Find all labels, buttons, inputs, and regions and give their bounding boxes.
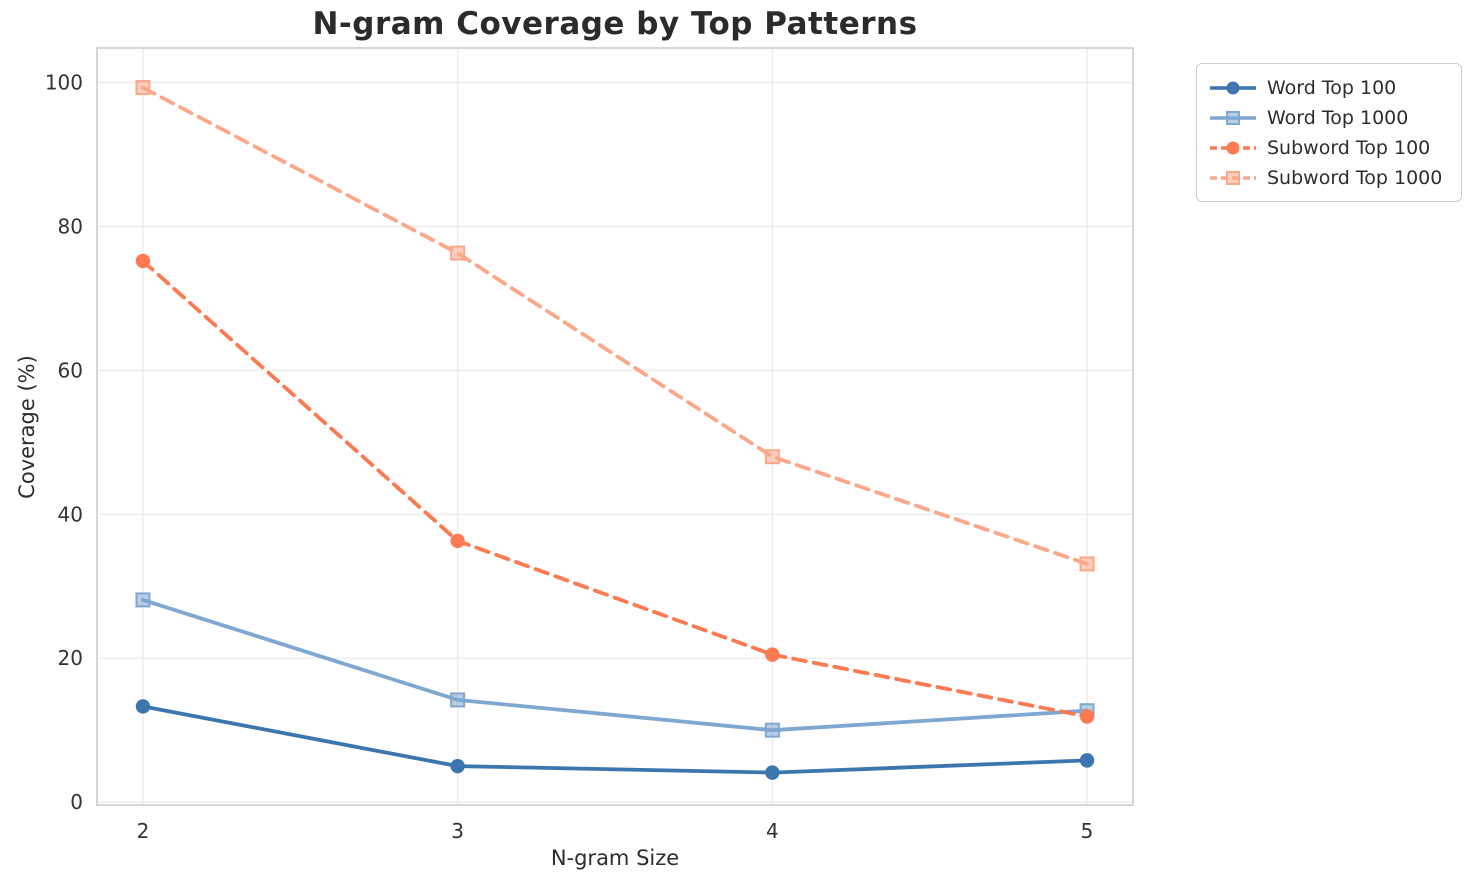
y-tick-label: 80: [58, 214, 83, 238]
legend-item-subword-top-1000: Subword Top 1000: [1209, 163, 1449, 192]
x-tick-label: 3: [451, 819, 464, 843]
line-word-top-100: [141, 704, 1089, 775]
y-tick-label: 60: [58, 358, 83, 382]
marker-circle: [450, 758, 465, 774]
legend-label: Subword Top 1000: [1267, 166, 1443, 189]
chart-title: N-gram Coverage by Top Patterns: [312, 6, 918, 42]
x-tick-labels: 2 3 4 5: [137, 819, 1094, 843]
legend-label: Word Top 1000: [1267, 106, 1409, 129]
marker-circle: [135, 253, 151, 269]
markers-word-top-100: [135, 699, 1095, 780]
x-axis-label: N-gram Size: [550, 846, 680, 870]
plot-frame: [96, 47, 1134, 806]
legend-item-word-top-100: Word Top 100: [1209, 73, 1449, 102]
y-tick-label: 0: [70, 790, 83, 814]
legend-marker-circle: [1226, 141, 1240, 154]
line-word-top-1000: [141, 598, 1089, 733]
marker-circle: [450, 533, 465, 549]
y-tick-labels: 0 20 40 60 80 100: [45, 71, 83, 815]
legend-marker-square: [1226, 110, 1240, 125]
marker-circle: [1079, 753, 1095, 768]
line-subword-top-100: [141, 259, 1089, 719]
marker-circle: [135, 699, 151, 714]
marker-circle: [1079, 709, 1095, 724]
legend-label: Subword Top 100: [1267, 136, 1431, 159]
markers-subword-top-1000: [135, 80, 1095, 572]
legend-item-subword-top-100: Subword Top 100: [1209, 133, 1449, 162]
legend-sample-subword-top-1000: [1210, 170, 1256, 185]
markers-subword-top-100: [135, 253, 1095, 724]
legend-item-word-top-1000: Word Top 1000: [1209, 103, 1449, 132]
line-subword-top-1000: [141, 85, 1089, 566]
marker-square: [1079, 556, 1095, 572]
legend-sample-word-top-1000: [1210, 110, 1256, 125]
gridlines: [97, 48, 1133, 805]
y-tick-label: 100: [45, 71, 83, 95]
marker-square: [135, 592, 151, 608]
legend-sample-subword-top-100: [1210, 141, 1256, 154]
y-tick-label: 20: [58, 646, 83, 670]
marker-square: [135, 80, 151, 96]
legend-label: Word Top 100: [1267, 76, 1397, 99]
y-axis-label: Coverage (%): [15, 355, 39, 499]
y-tick-label: 40: [58, 502, 83, 526]
marker-square: [450, 692, 466, 708]
legend-sample-word-top-100: [1210, 81, 1256, 94]
legend-marker-circle: [1226, 81, 1240, 94]
x-tick-label: 4: [766, 819, 779, 843]
marker-square: [450, 245, 466, 261]
legend: Word Top 100 Word Top 1000 Subword Top 1…: [1196, 63, 1462, 202]
x-tick-label: 2: [137, 819, 150, 843]
marker-square: [764, 722, 780, 738]
legend-marker-square: [1226, 170, 1240, 185]
marker-circle: [765, 765, 780, 780]
x-tick-label: 5: [1081, 819, 1094, 843]
marker-square: [764, 449, 780, 465]
marker-circle: [765, 647, 780, 662]
